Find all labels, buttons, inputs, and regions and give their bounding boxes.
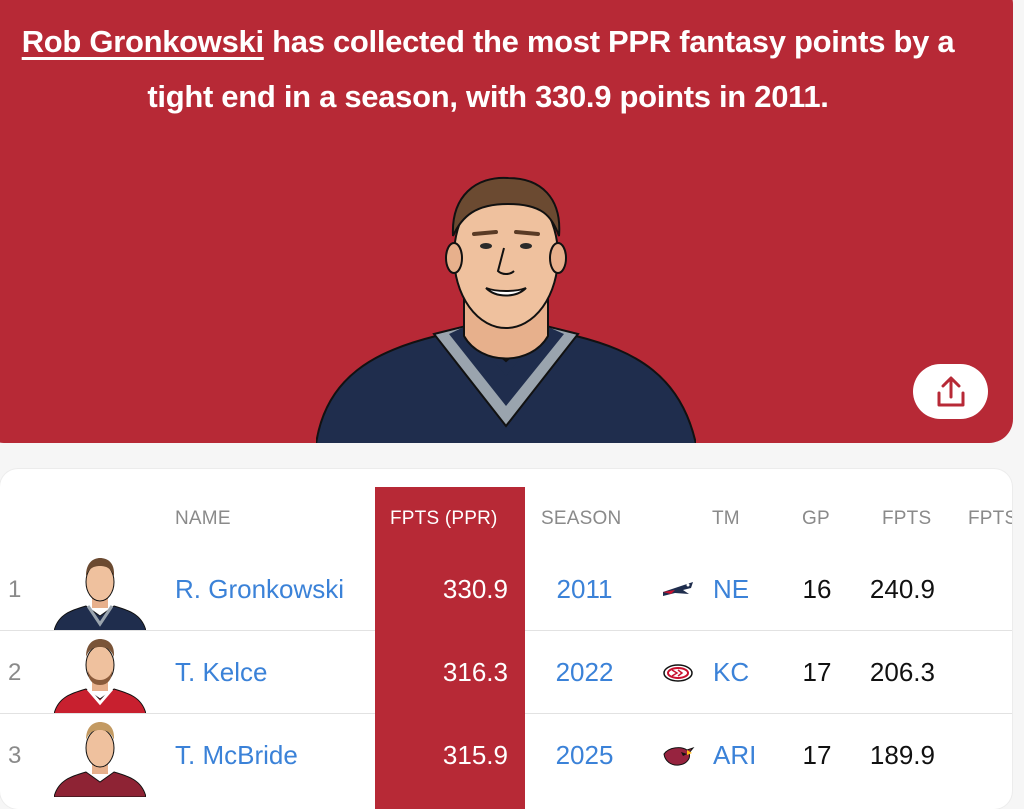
sorted-column-highlight	[375, 487, 525, 809]
header-fpts-ppr[interactable]: FPTS (PPR)	[390, 508, 498, 529]
share-button[interactable]	[913, 364, 988, 419]
header-season[interactable]: SEASON	[541, 508, 622, 529]
team-link[interactable]: ARI	[713, 740, 757, 770]
player-thumbnail	[54, 722, 146, 797]
share-upload-icon	[937, 376, 964, 406]
table-row[interactable]: 2 T. Kelce 316.3 2022 KC 17 206.3	[0, 631, 1012, 714]
fpts-value: 206.3	[869, 657, 935, 687]
games-played: 16	[802, 574, 832, 604]
player-thumbnail	[54, 639, 146, 714]
header-fpts[interactable]: FPTS	[882, 508, 932, 529]
player-avatar	[316, 176, 696, 443]
fpts-ppr-value: 330.9	[442, 574, 508, 604]
season-link[interactable]: 2022	[555, 657, 614, 687]
patriots-logo-icon	[660, 548, 696, 631]
rank: 2	[8, 658, 22, 686]
row-divider	[525, 630, 1012, 631]
hero-card: Rob Gronkowski has collected the most PP…	[0, 0, 1013, 443]
player-name-link[interactable]: R. Gronkowski	[175, 574, 345, 604]
leaderboard-table: NAME FPTS (PPR) SEASON TM GP FPTS FPTS 1…	[0, 469, 1012, 809]
row-divider	[0, 713, 375, 714]
team-link[interactable]: NE	[713, 574, 750, 604]
games-played: 17	[802, 740, 832, 770]
header-fpts-cut[interactable]: FPTS	[968, 508, 1012, 529]
season-link[interactable]: 2011	[556, 574, 613, 604]
player-name-link[interactable]: T. McBride	[175, 740, 298, 770]
team-link[interactable]: KC	[713, 657, 750, 687]
player-link[interactable]: Rob Gronkowski	[21, 24, 264, 59]
fpts-value: 240.9	[869, 574, 935, 604]
headline: Rob Gronkowski has collected the most PP…	[0, 14, 976, 124]
header-name[interactable]: NAME	[175, 508, 231, 529]
season-link[interactable]: 2025	[555, 740, 614, 770]
table-row[interactable]: 3 T. McBride 315.9 2025 ARI 17 189.9	[0, 714, 1012, 797]
row-divider	[0, 630, 375, 631]
rank: 3	[8, 741, 22, 769]
player-thumbnail	[54, 558, 146, 631]
player-name-link[interactable]: T. Kelce	[175, 657, 268, 687]
fpts-ppr-value: 315.9	[442, 740, 508, 770]
fpts-value: 189.9	[869, 740, 935, 770]
table-row[interactable]: 1 R. Gronkowski 330.9 2011 NE 16 240.9	[0, 548, 1012, 631]
rank: 1	[8, 575, 22, 603]
header-team[interactable]: TM	[712, 508, 740, 529]
header-gp[interactable]: GP	[802, 508, 830, 529]
games-played: 17	[802, 657, 832, 687]
chiefs-logo-icon	[660, 631, 696, 714]
cardinals-logo-icon	[660, 714, 696, 797]
fpts-ppr-value: 316.3	[442, 657, 508, 687]
headline-text: has collected the most PPR fantasy point…	[147, 24, 955, 114]
row-divider	[525, 713, 1012, 714]
